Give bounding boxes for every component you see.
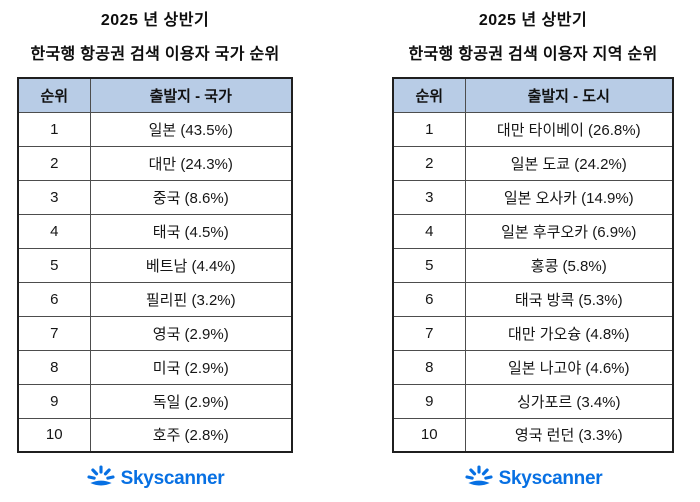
table-row: 10 호주 (2.8%) — [17, 417, 293, 453]
origin-cell: 대만 (24.3%) — [89, 145, 293, 181]
rank-cell: 10 — [17, 417, 91, 453]
table-row: 2 일본 도쿄 (24.2%) — [392, 145, 674, 181]
rank-cell: 4 — [392, 213, 466, 249]
table-header-row: 순위 출발지 - 도시 — [392, 77, 674, 113]
city-panel-title: 한국행 항공권 검색 이용자 지역 순위 — [408, 46, 658, 63]
city-ranking-panel: 2025 년 상반기 한국행 항공권 검색 이용자 지역 순위 순위 출발지 -… — [389, 0, 677, 494]
table-row: 3 일본 오사카 (14.9%) — [392, 179, 674, 215]
origin-cell: 영국 런던 (3.3%) — [464, 417, 674, 453]
origin-cell: 베트남 (4.4%) — [89, 247, 293, 283]
rank-cell: 1 — [17, 111, 91, 147]
city-panel-title-period: 2025 년 상반기 — [478, 12, 588, 29]
table-row: 7 대만 가오슝 (4.8%) — [392, 315, 674, 351]
origin-cell: 필리핀 (3.2%) — [89, 281, 293, 317]
table-header-row: 순위 출발지 - 국가 — [17, 77, 293, 113]
table-row: 1 대만 타이베이 (26.8%) — [392, 111, 674, 147]
origin-cell: 호주 (2.8%) — [89, 417, 293, 453]
table-row: 6 필리핀 (3.2%) — [17, 281, 293, 317]
table-row: 2 대만 (24.3%) — [17, 145, 293, 181]
table-row: 9 독일 (2.9%) — [17, 383, 293, 419]
rank-cell: 8 — [17, 349, 91, 385]
rank-cell: 3 — [17, 179, 91, 215]
rank-cell: 3 — [392, 179, 466, 215]
rank-cell: 10 — [392, 417, 466, 453]
table-row: 4 태국 (4.5%) — [17, 213, 293, 249]
table-row: 9 싱가포르 (3.4%) — [392, 383, 674, 419]
origin-cell: 태국 (4.5%) — [89, 213, 293, 249]
origin-cell: 싱가포르 (3.4%) — [464, 383, 674, 419]
rank-cell: 9 — [392, 383, 466, 419]
skyscanner-logo: Skyscanner — [14, 464, 296, 494]
table-row: 10 영국 런던 (3.3%) — [392, 417, 674, 453]
rank-column-header: 순위 — [17, 77, 91, 113]
table-row: 3 중국 (8.6%) — [17, 179, 293, 215]
rank-cell: 5 — [392, 247, 466, 283]
rank-cell: 1 — [392, 111, 466, 147]
origin-cell: 대만 타이베이 (26.8%) — [464, 111, 674, 147]
table-row: 5 베트남 (4.4%) — [17, 247, 293, 283]
rank-cell: 7 — [392, 315, 466, 351]
origin-cell: 홍콩 (5.8%) — [464, 247, 674, 283]
country-panel-title: 한국행 항공권 검색 이용자 국가 순위 — [30, 46, 280, 63]
skyscanner-sun-icon — [86, 464, 116, 494]
skyscanner-logo-text: Skyscanner — [498, 468, 603, 489]
origin-cell: 대만 가오슝 (4.8%) — [464, 315, 674, 351]
skyscanner-sun-icon — [464, 464, 494, 494]
origin-cell: 일본 후쿠오카 (6.9%) — [464, 213, 674, 249]
origin-cell: 미국 (2.9%) — [89, 349, 293, 385]
table-row: 4 일본 후쿠오카 (6.9%) — [392, 213, 674, 249]
rank-cell: 2 — [17, 145, 91, 181]
country-panel-title-period: 2025 년 상반기 — [100, 12, 210, 29]
origin-city-column-header: 출발지 - 도시 — [464, 77, 674, 113]
table-row: 5 홍콩 (5.8%) — [392, 247, 674, 283]
table-row: 6 태국 방콕 (5.3%) — [392, 281, 674, 317]
rank-cell: 8 — [392, 349, 466, 385]
rank-cell: 5 — [17, 247, 91, 283]
country-ranking-panel: 2025 년 상반기 한국행 항공권 검색 이용자 국가 순위 순위 출발지 -… — [14, 0, 296, 494]
rank-cell: 7 — [17, 315, 91, 351]
origin-cell: 태국 방콕 (5.3%) — [464, 281, 674, 317]
rank-cell: 6 — [392, 281, 466, 317]
rank-cell: 4 — [17, 213, 91, 249]
rank-column-header: 순위 — [392, 77, 466, 113]
skyscanner-logo-text: Skyscanner — [120, 468, 225, 489]
origin-cell: 일본 나고야 (4.6%) — [464, 349, 674, 385]
origin-cell: 중국 (8.6%) — [89, 179, 293, 215]
table-row: 8 일본 나고야 (4.6%) — [392, 349, 674, 385]
origin-cell: 독일 (2.9%) — [89, 383, 293, 419]
country-ranking-table: 순위 출발지 - 국가 1 일본 (43.5%) 2 대만 (24.3%) 3 중국 … — [17, 77, 293, 453]
origin-cell: 일본 도쿄 (24.2%) — [464, 145, 674, 181]
origin-country-column-header: 출발지 - 국가 — [89, 77, 293, 113]
skyscanner-logo: Skyscanner — [389, 464, 677, 494]
city-ranking-table: 순위 출발지 - 도시 1 대만 타이베이 (26.8%) 2 일본 도쿄 (24.… — [392, 77, 674, 453]
rank-cell: 9 — [17, 383, 91, 419]
table-row: 1 일본 (43.5%) — [17, 111, 293, 147]
origin-cell: 일본 (43.5%) — [89, 111, 293, 147]
table-row: 7 영국 (2.9%) — [17, 315, 293, 351]
origin-cell: 일본 오사카 (14.9%) — [464, 179, 674, 215]
table-row: 8 미국 (2.9%) — [17, 349, 293, 385]
origin-cell: 영국 (2.9%) — [89, 315, 293, 351]
rank-cell: 6 — [17, 281, 91, 317]
rank-cell: 2 — [392, 145, 466, 181]
